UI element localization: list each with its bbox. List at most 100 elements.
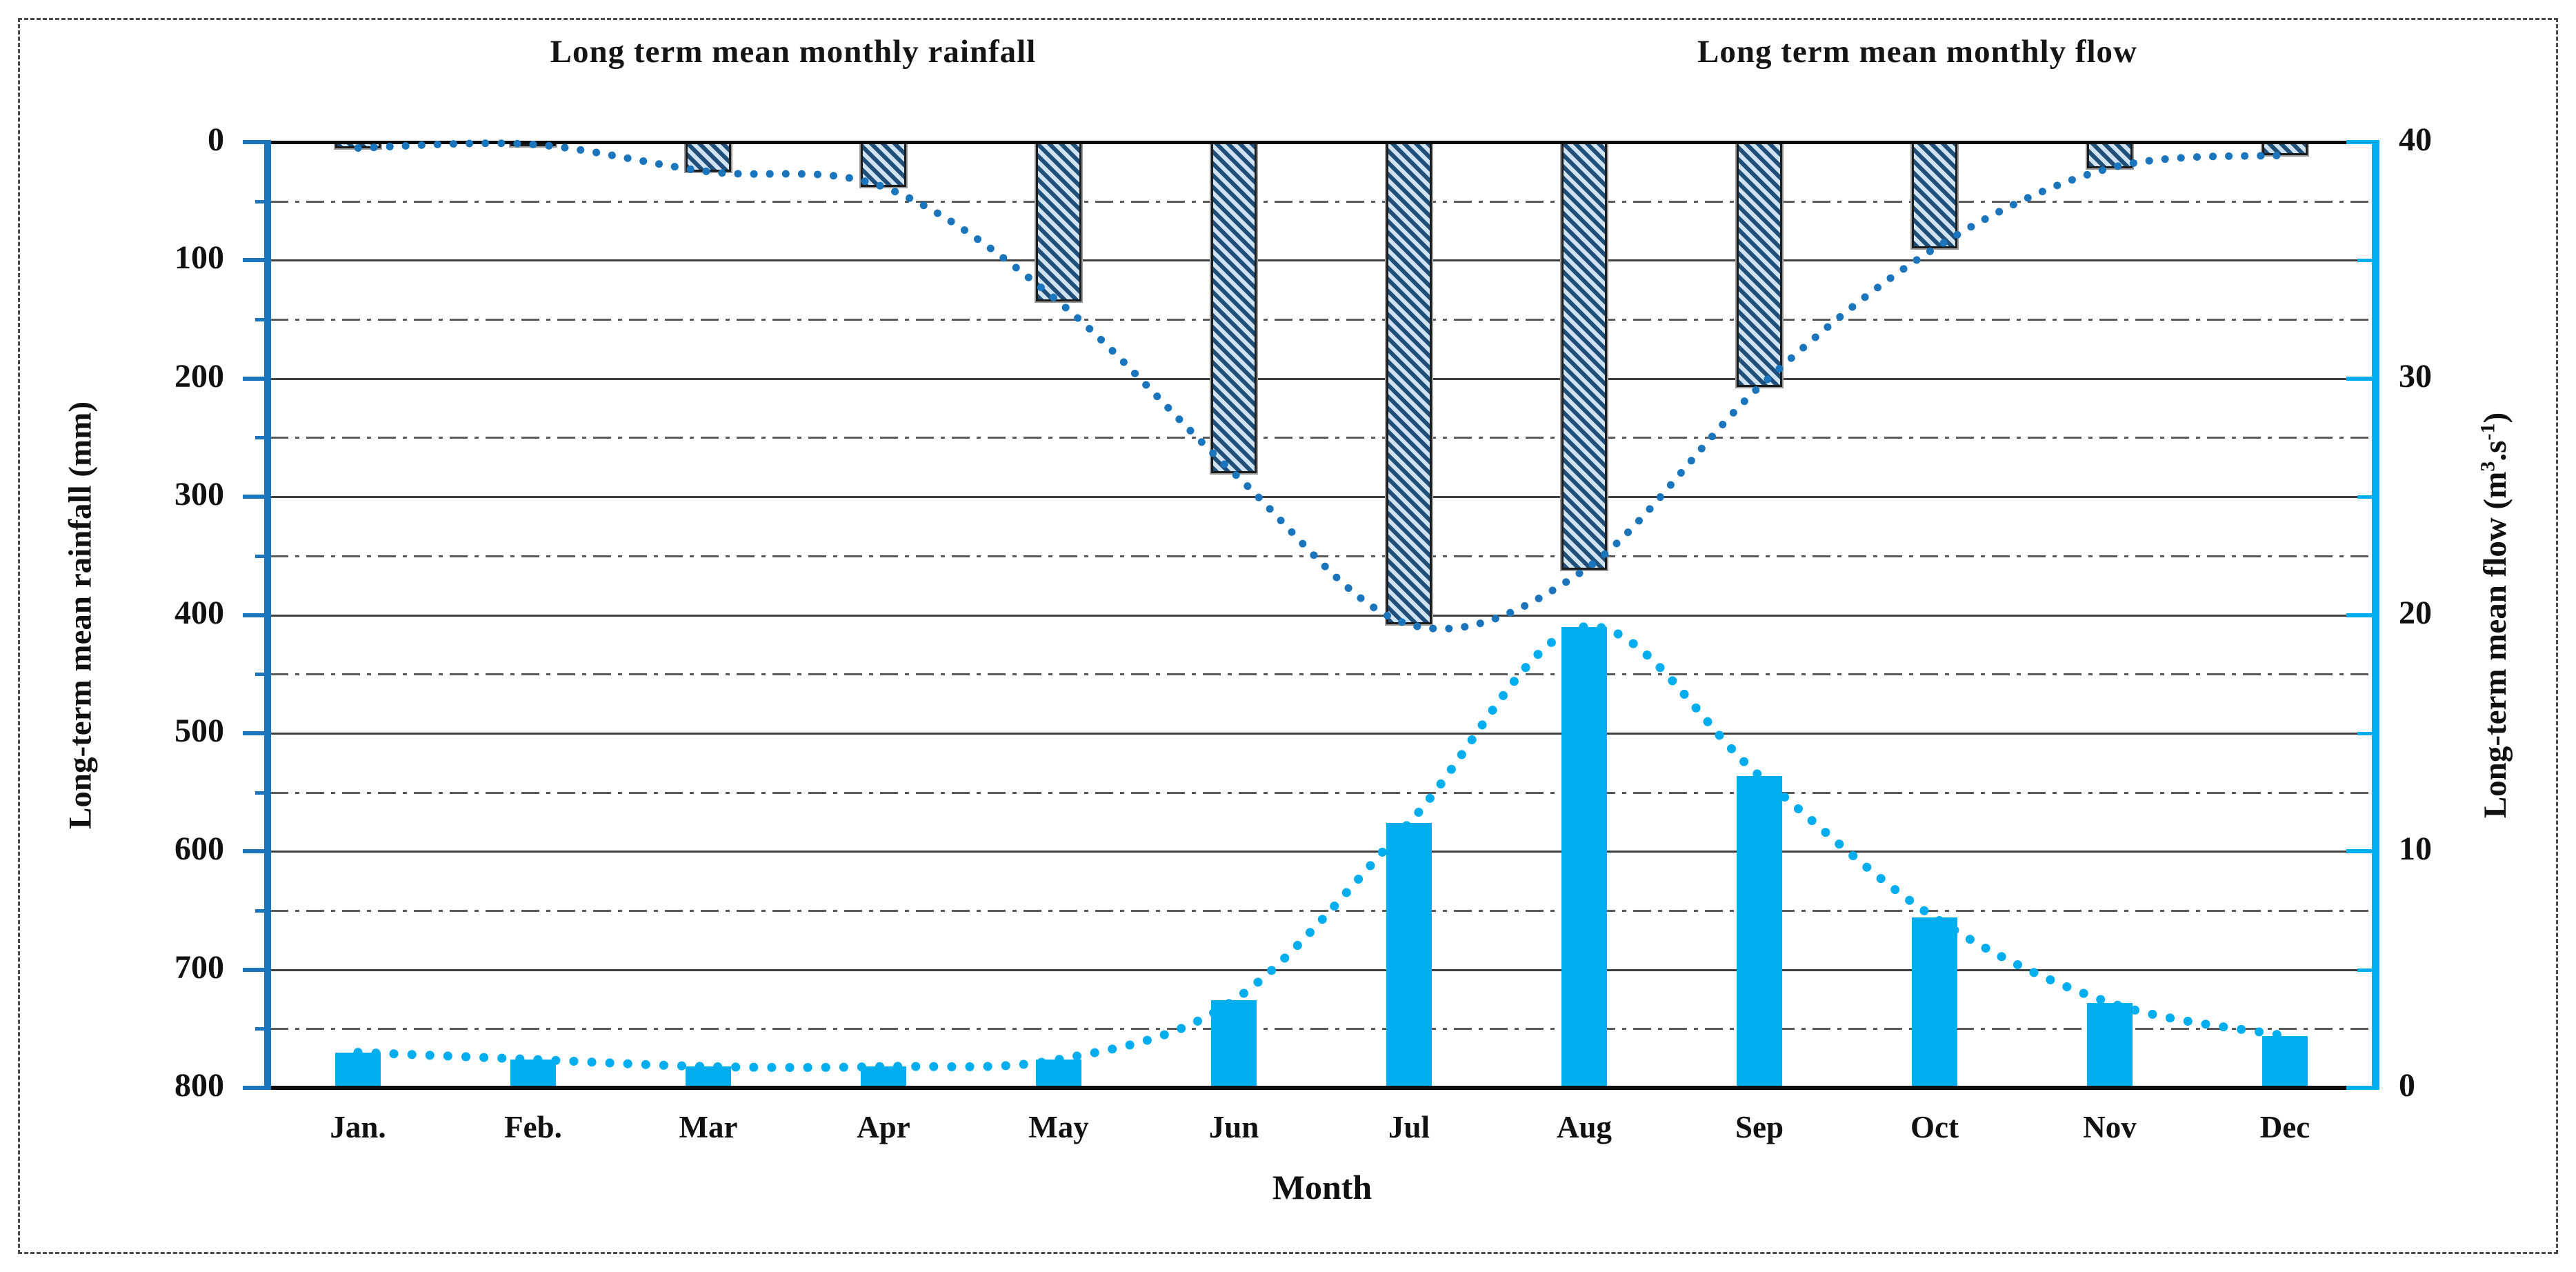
right-axis-minor-tick-5 bbox=[2357, 968, 2374, 972]
smoothed-dotted-curves bbox=[353, 139, 2290, 1072]
gridline-minor-650 bbox=[270, 909, 2373, 912]
left-axis-minor-tick-450 bbox=[255, 673, 271, 677]
gridline-major-300 bbox=[270, 496, 2373, 499]
left-axis-minor-tick-550 bbox=[255, 791, 271, 795]
rainfall-bar-Jun bbox=[1211, 142, 1257, 473]
flow-bar-Feb. bbox=[510, 1059, 556, 1088]
flow-bar-Dec bbox=[2262, 1035, 2308, 1088]
x-axis-tick-label-Mar: Mar bbox=[679, 1110, 738, 1144]
gridline-major-700 bbox=[270, 968, 2373, 971]
left-axis-tick-label-600: 600 bbox=[174, 831, 224, 868]
gridline-major-200 bbox=[270, 377, 2373, 380]
right-axis-tick-label-20: 20 bbox=[2399, 594, 2432, 631]
right-axis-minor-tick-25 bbox=[2357, 495, 2374, 499]
flow-bar-Sep bbox=[1737, 775, 1782, 1088]
x-axis-tick-label-Apr: Apr bbox=[857, 1110, 910, 1144]
flow-label-superscript-3: 3 bbox=[2475, 461, 2499, 472]
left-axis-tick-label-200: 200 bbox=[174, 357, 224, 395]
left-axis-tick-label-300: 300 bbox=[174, 476, 224, 513]
rainfall-bar-May bbox=[1036, 142, 1081, 302]
left-axis-minor-tick-150 bbox=[255, 318, 271, 322]
right-axis-major-tick-40 bbox=[2346, 140, 2379, 144]
flow-bar-Oct bbox=[1912, 917, 1957, 1088]
x-axis-tick-label-Jul: Jul bbox=[1388, 1110, 1430, 1144]
left-axis-major-tick-600 bbox=[243, 849, 271, 854]
x-axis-tick-label-Sep: Sep bbox=[1735, 1110, 1784, 1144]
gridline-major-400 bbox=[270, 614, 2373, 617]
axis-line-bottom bbox=[270, 1086, 2373, 1090]
left-axis-major-tick-0 bbox=[243, 140, 271, 144]
chart-title-flow: Long term mean monthly flow bbox=[1697, 34, 2137, 70]
gridline-minor-550 bbox=[270, 791, 2373, 794]
axis-line-top-zero bbox=[270, 141, 2373, 144]
left-axis-major-tick-800 bbox=[243, 1086, 271, 1090]
left-axis-tick-label-800: 800 bbox=[174, 1067, 224, 1104]
right-axis-major-tick-10 bbox=[2346, 849, 2379, 854]
left-axis-minor-tick-650 bbox=[255, 908, 271, 913]
right-axis-tick-label-10: 10 bbox=[2399, 831, 2432, 868]
right-axis-major-tick-30 bbox=[2346, 376, 2379, 381]
flow-label-text: Long-term mean flow (m bbox=[2477, 471, 2514, 819]
gridline-minor-350 bbox=[270, 555, 2373, 557]
flow-bar-Aug bbox=[1561, 626, 1607, 1088]
gridline-minor-150 bbox=[270, 319, 2373, 321]
flow-bar-Jul bbox=[1386, 823, 1432, 1088]
left-axis-tick-label-500: 500 bbox=[174, 712, 224, 749]
gridline-major-500 bbox=[270, 732, 2373, 735]
gridline-minor-750 bbox=[270, 1028, 2373, 1031]
rainfall-bar-Oct bbox=[1912, 142, 1957, 249]
x-axis-tick-label-Jun: Jun bbox=[1208, 1110, 1259, 1144]
right-axis-tick-label-30: 30 bbox=[2399, 357, 2432, 395]
right-axis-tick-label-0: 0 bbox=[2399, 1067, 2415, 1104]
gridline-minor-450 bbox=[270, 673, 2373, 676]
left-axis-major-tick-400 bbox=[243, 613, 271, 617]
left-axis-tick-label-400: 400 bbox=[174, 594, 224, 631]
left-axis-tick-label-0: 0 bbox=[208, 121, 224, 158]
left-axis-minor-tick-50 bbox=[255, 199, 271, 203]
x-axis-tick-label-Feb: Feb. bbox=[504, 1110, 562, 1144]
x-axis-tick-label-May: May bbox=[1028, 1110, 1089, 1144]
left-axis-major-tick-100 bbox=[243, 258, 271, 263]
x-axis-tick-label-Nov: Nov bbox=[2083, 1110, 2137, 1144]
flow-bar-Nov bbox=[2087, 1002, 2133, 1088]
x-axis-label-month: Month bbox=[1272, 1168, 1372, 1206]
right-axis-major-tick-0 bbox=[2346, 1086, 2379, 1090]
right-axis-minor-tick-35 bbox=[2357, 259, 2374, 263]
flow-bar-Jun bbox=[1211, 1000, 1257, 1088]
x-axis-tick-label-Dec: Dec bbox=[2259, 1110, 2310, 1144]
rainfall-bar-Apr bbox=[861, 142, 906, 188]
flow-dotted-curve bbox=[353, 622, 2290, 1072]
left-axis-tick-label-700: 700 bbox=[174, 948, 224, 986]
x-axis-tick-label-Oct: Oct bbox=[1910, 1110, 1959, 1144]
gridline-minor-50 bbox=[270, 200, 2373, 203]
gridline-major-100 bbox=[270, 259, 2373, 262]
x-axis-tick-label-Aug: Aug bbox=[1556, 1110, 1613, 1144]
flow-bar-Jan. bbox=[335, 1052, 381, 1088]
left-axis-major-tick-700 bbox=[243, 967, 271, 972]
left-axis-minor-tick-350 bbox=[255, 554, 271, 558]
left-axis-minor-tick-250 bbox=[255, 436, 271, 440]
left-axis-major-tick-300 bbox=[243, 495, 271, 499]
rainfall-bar-Sep bbox=[1737, 142, 1782, 387]
right-axis-minor-tick-15 bbox=[2357, 731, 2374, 735]
right-axis-major-tick-20 bbox=[2346, 613, 2379, 617]
rainfall-bar-Jul bbox=[1386, 142, 1432, 625]
left-axis-minor-tick-750 bbox=[255, 1027, 271, 1031]
gridline-major-600 bbox=[270, 851, 2373, 853]
figure-dashed-border bbox=[18, 18, 2558, 1254]
right-axis-tick-label-40: 40 bbox=[2399, 121, 2432, 158]
left-axis-major-tick-500 bbox=[243, 731, 271, 735]
flow-label-text-end: ) bbox=[2477, 412, 2514, 424]
x-axis-tick-label-Jan: Jan. bbox=[330, 1110, 386, 1144]
flow-label-text-mid: .s bbox=[2477, 440, 2514, 461]
rainfall-bar-Aug bbox=[1561, 142, 1607, 570]
left-axis-tick-label-100: 100 bbox=[174, 239, 224, 277]
gridline-minor-250 bbox=[270, 437, 2373, 439]
flow-bar-Mar bbox=[686, 1066, 731, 1088]
left-axis-major-tick-200 bbox=[243, 376, 271, 381]
flow-label-superscript-minus1: -1 bbox=[2475, 423, 2499, 441]
rainfall-dotted-curve bbox=[354, 139, 2289, 633]
chart-title-rainfall: Long term mean monthly rainfall bbox=[550, 34, 1037, 70]
plot-area bbox=[270, 139, 2373, 1090]
